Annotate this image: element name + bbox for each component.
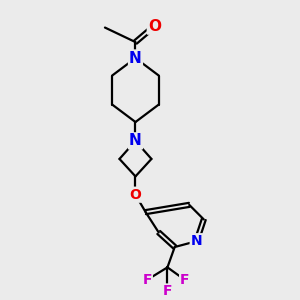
- Text: N: N: [129, 134, 142, 148]
- Text: F: F: [163, 284, 172, 298]
- Text: F: F: [180, 273, 190, 287]
- Text: N: N: [129, 51, 142, 66]
- Text: N: N: [191, 234, 202, 248]
- Text: F: F: [142, 273, 152, 287]
- Text: O: O: [130, 188, 141, 202]
- Text: O: O: [148, 19, 161, 34]
